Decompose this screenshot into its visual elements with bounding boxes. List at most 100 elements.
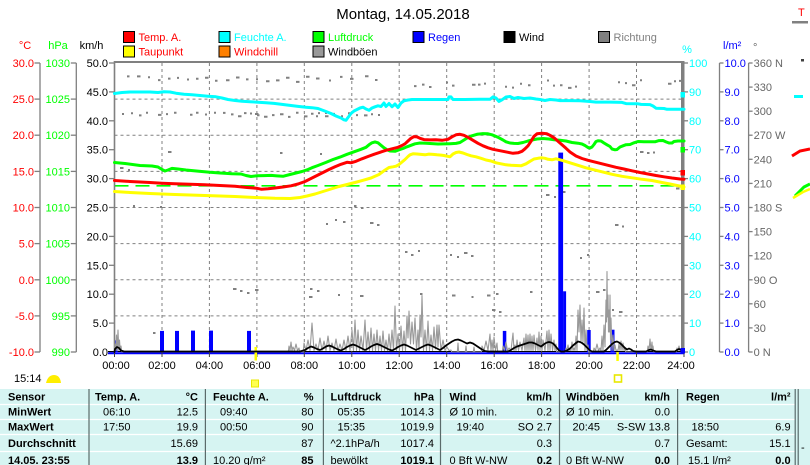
- svg-text:0 Bft W-NW: 0 Bft W-NW: [450, 455, 508, 465]
- svg-text:15:35: 15:35: [338, 422, 366, 434]
- svg-text:Wind: Wind: [519, 32, 544, 44]
- svg-text:5.0: 5.0: [93, 318, 108, 330]
- svg-text:19:40: 19:40: [457, 422, 485, 434]
- svg-text:180 S: 180 S: [754, 203, 783, 215]
- svg-text:10.0: 10.0: [13, 203, 34, 215]
- svg-text:3.0: 3.0: [725, 260, 740, 272]
- svg-text:bewölkt: bewölkt: [331, 455, 368, 465]
- svg-text:15.0: 15.0: [13, 166, 34, 178]
- svg-text:Sensor: Sensor: [8, 392, 46, 404]
- svg-text:35.0: 35.0: [87, 145, 108, 157]
- svg-text:Luftdruck: Luftdruck: [331, 392, 383, 404]
- svg-text:T: T: [798, 7, 805, 19]
- svg-text:SO 2.7: SO 2.7: [518, 422, 552, 434]
- svg-text:0.3: 0.3: [537, 438, 552, 450]
- svg-text:50.0: 50.0: [87, 58, 108, 70]
- svg-text:Temp. A.: Temp. A.: [95, 392, 140, 404]
- svg-text:0.2: 0.2: [537, 455, 552, 465]
- svg-text:90 O: 90 O: [754, 275, 778, 287]
- svg-text:Windböen: Windböen: [566, 392, 619, 404]
- svg-text:Feuchte A.: Feuchte A.: [234, 32, 287, 44]
- svg-text:km/h: km/h: [80, 40, 104, 52]
- svg-text:25.0: 25.0: [13, 94, 34, 106]
- svg-text:1005: 1005: [46, 239, 70, 251]
- svg-text:00:00: 00:00: [102, 360, 130, 372]
- svg-text:Ø 10 min.: Ø 10 min.: [450, 407, 498, 419]
- svg-text:15.1: 15.1: [769, 438, 790, 450]
- svg-text:5.0: 5.0: [19, 239, 34, 251]
- svg-text:70: 70: [689, 145, 701, 157]
- svg-text:100: 100: [689, 58, 707, 70]
- svg-text:10.0: 10.0: [725, 58, 746, 70]
- svg-text:-5.0: -5.0: [15, 311, 34, 323]
- svg-text:Luftdruck: Luftdruck: [328, 32, 374, 44]
- svg-text:06:10: 06:10: [103, 407, 131, 419]
- svg-text:°: °: [753, 42, 757, 54]
- svg-text:19.9: 19.9: [177, 422, 198, 434]
- svg-text:150: 150: [754, 227, 772, 239]
- svg-text:MinWert: MinWert: [8, 407, 52, 419]
- svg-text:^2.1hPa/h: ^2.1hPa/h: [331, 438, 380, 450]
- svg-text:4.0: 4.0: [725, 231, 740, 243]
- svg-text:MaxWert: MaxWert: [8, 422, 54, 434]
- svg-text:Wind: Wind: [450, 392, 477, 404]
- svg-text:20: 20: [689, 289, 701, 301]
- svg-text:30.0: 30.0: [13, 58, 34, 70]
- svg-text:0.0: 0.0: [725, 347, 740, 359]
- svg-text:20.0: 20.0: [87, 231, 108, 243]
- svg-text:60: 60: [754, 299, 766, 311]
- svg-text:210: 210: [754, 178, 772, 190]
- svg-text:%: %: [682, 44, 692, 56]
- svg-text:60: 60: [689, 174, 701, 186]
- svg-text:20:00: 20:00: [575, 360, 603, 372]
- svg-text:9.0: 9.0: [725, 87, 740, 99]
- svg-text:40: 40: [689, 231, 701, 243]
- svg-text:1019.1: 1019.1: [400, 455, 434, 465]
- svg-text:40.0: 40.0: [87, 116, 108, 128]
- svg-text:300: 300: [754, 106, 772, 118]
- svg-text:05:35: 05:35: [338, 407, 366, 419]
- svg-text:15.1 l/m²: 15.1 l/m²: [688, 455, 731, 465]
- svg-text:30: 30: [689, 260, 701, 272]
- svg-text:30: 30: [754, 323, 766, 335]
- svg-text:13.9: 13.9: [177, 455, 198, 465]
- svg-text:hPa: hPa: [414, 392, 435, 404]
- svg-text:30.0: 30.0: [87, 174, 108, 186]
- svg-text:24:00: 24:00: [667, 360, 695, 372]
- svg-text:330: 330: [754, 82, 772, 94]
- svg-text:°C: °C: [19, 40, 31, 52]
- svg-text:0.0: 0.0: [655, 455, 670, 465]
- svg-text:Richtung: Richtung: [614, 32, 657, 44]
- svg-text:Windchill: Windchill: [234, 47, 278, 59]
- svg-text:0.7: 0.7: [655, 438, 670, 450]
- svg-text:1015: 1015: [46, 166, 70, 178]
- svg-text:0.0: 0.0: [19, 275, 34, 287]
- svg-text:270 W: 270 W: [754, 130, 786, 142]
- svg-text:80: 80: [689, 116, 701, 128]
- svg-text:45.0: 45.0: [87, 87, 108, 99]
- svg-text:14:00: 14:00: [433, 360, 461, 372]
- svg-text:90: 90: [689, 87, 701, 99]
- svg-text:1025: 1025: [46, 94, 70, 106]
- svg-text:995: 995: [52, 311, 70, 323]
- svg-text:6.0: 6.0: [725, 174, 740, 186]
- svg-text:10:00: 10:00: [338, 360, 366, 372]
- svg-text:2.0: 2.0: [725, 289, 740, 301]
- svg-text:8.0: 8.0: [725, 116, 740, 128]
- svg-text:1010: 1010: [46, 203, 70, 215]
- svg-text:15.69: 15.69: [170, 438, 198, 450]
- svg-text:25.0: 25.0: [87, 203, 108, 215]
- svg-text:0.0: 0.0: [655, 407, 670, 419]
- svg-text:1020: 1020: [46, 130, 70, 142]
- svg-text:Durchschnitt: Durchschnitt: [8, 438, 76, 450]
- svg-text:Regen: Regen: [428, 32, 460, 44]
- svg-text:Regen: Regen: [686, 392, 720, 404]
- svg-text:6.9: 6.9: [775, 422, 790, 434]
- svg-text:80: 80: [301, 407, 313, 419]
- svg-text:04:00: 04:00: [196, 360, 224, 372]
- svg-text:1.0: 1.0: [725, 318, 740, 330]
- svg-text:7.0: 7.0: [725, 145, 740, 157]
- svg-text:5.0: 5.0: [725, 203, 740, 215]
- svg-text:0.0: 0.0: [775, 455, 790, 465]
- svg-text:Gesamt:: Gesamt:: [686, 438, 728, 450]
